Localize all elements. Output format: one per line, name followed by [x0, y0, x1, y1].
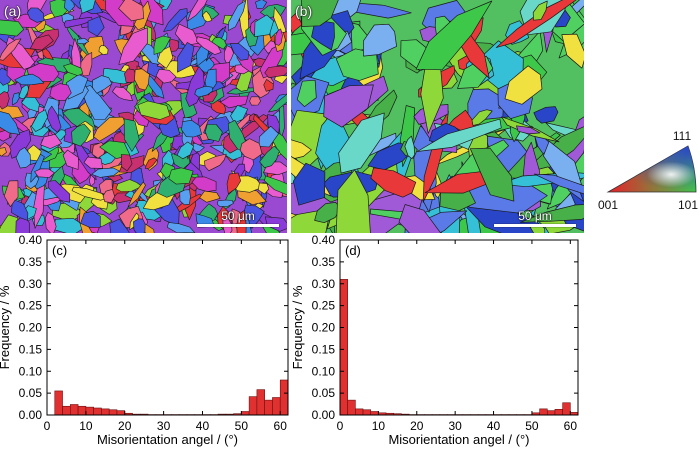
panel-label-c: (c): [52, 243, 67, 258]
ytick-label-d-5: 0.25: [312, 299, 336, 313]
panel-label-a: (a): [4, 3, 22, 19]
bar-c-8: [116, 410, 126, 416]
ebsd-map-b: (b) 50 μm: [291, 0, 584, 233]
chart-c: 0.00 0.05 0.10 0.15 0.20 0.25 0.30 0.35 0.40 0 10 2…: [0, 233, 289, 447]
scale-bar-b-line: [494, 224, 576, 227]
bar-c-7: [108, 409, 118, 416]
x-axis-label-c: Misorientation angel / (°): [97, 432, 238, 447]
bar-c-29: [279, 379, 289, 416]
ytick-label-d-7: 0.35: [312, 255, 336, 269]
ytick-label-d-4: 0.20: [312, 321, 336, 335]
xtick-label-c-4: 40: [196, 419, 210, 433]
bar-c-2: [70, 404, 79, 416]
bar-c-0: [54, 390, 63, 416]
plot-frame-c: [46, 239, 289, 416]
xtick-label-c-1: 10: [79, 419, 93, 433]
bar-c-4: [85, 406, 94, 416]
ytick-label-c-6: 0.30: [19, 277, 43, 291]
ytick-label-d-1: 0.05: [312, 386, 336, 400]
bar-c-26: [256, 389, 265, 416]
bar-d-29: [562, 402, 571, 416]
scale-bar-a-label: 50 μm: [221, 209, 255, 223]
ytick-label-d-3: 0.15: [312, 342, 336, 356]
bar-c-6: [101, 408, 110, 416]
xtick-label-c-6: 60: [274, 419, 288, 433]
ipf-label-101: 101: [678, 198, 698, 212]
xtick-label-d-5: 50: [525, 419, 539, 433]
bar-c-28: [272, 397, 281, 416]
bar-d-4: [370, 411, 379, 416]
ytick-label-c-4: 0.20: [19, 321, 43, 335]
ytick-label-c-1: 0.05: [19, 386, 43, 400]
ytick-label-c-0: 0.00: [19, 408, 43, 422]
y-axis-label-c: Frequency / %: [0, 285, 12, 369]
bar-d-1: [347, 399, 356, 416]
ipf-label-001: 001: [598, 198, 618, 212]
xtick-label-d-4: 40: [487, 419, 501, 433]
bar-d-0: [339, 279, 348, 416]
x-axis-label-d: Misorientation angel / (°): [388, 432, 529, 447]
ytick-label-d-2: 0.10: [312, 364, 336, 378]
ebsd-map-a-image: [0, 0, 287, 233]
xtick-label-d-1: 10: [372, 419, 386, 433]
ipf-color-key: 111 001 101: [596, 113, 700, 213]
scale-bar-b-label: 50 μm: [518, 209, 552, 223]
ytick-label-c-8: 0.40: [19, 233, 43, 247]
bar-d-27: [546, 410, 556, 416]
ytick-label-c-2: 0.10: [19, 364, 43, 378]
bar-d-2: [355, 408, 364, 416]
panel-label-d: (d): [345, 243, 361, 258]
xtick-label-c-5: 50: [235, 419, 249, 433]
bar-c-24: [241, 411, 250, 416]
ytick-label-c-7: 0.35: [19, 255, 43, 269]
y-axis-label-d: Frequency / %: [290, 285, 305, 369]
ytick-label-d-0: 0.00: [312, 408, 336, 422]
scale-bar-a-line: [197, 224, 279, 227]
ytick-label-c-3: 0.15: [19, 342, 43, 356]
xtick-label-d-6: 60: [564, 419, 578, 433]
bar-d-28: [554, 409, 563, 416]
scale-bar-a: 50 μm: [197, 209, 279, 227]
bar-d-3: [362, 409, 372, 416]
xtick-label-d-3: 30: [448, 419, 462, 433]
chart-d: 0.00 0.05 0.10 0.15 0.20 0.25 0.30 0.35 0.40 0 10 2…: [290, 233, 579, 447]
ytick-label-c-5: 0.25: [19, 299, 43, 313]
ytick-label-d-8: 0.40: [312, 233, 336, 247]
bar-c-1: [62, 405, 71, 416]
bar-c-5: [93, 407, 102, 416]
xtick-label-d-2: 20: [410, 419, 424, 433]
plot-frame-d: [339, 239, 579, 416]
xtick-label-d-0: 0: [337, 419, 344, 433]
bar-c-27: [264, 399, 273, 416]
ebsd-map-a: (a) 50 μm: [0, 0, 287, 233]
ebsd-map-b-image: [291, 0, 584, 233]
scale-bar-b: 50 μm: [494, 209, 576, 227]
bar-c-25: [248, 396, 258, 416]
ipf-triangle: 111 001 101: [598, 129, 698, 212]
xtick-label-c-0: 0: [44, 419, 51, 433]
ytick-label-d-6: 0.30: [312, 277, 336, 291]
panel-label-b: (b): [295, 3, 313, 19]
xtick-label-c-2: 20: [118, 419, 132, 433]
bar-c-3: [77, 405, 87, 416]
bar-d-26: [539, 408, 548, 416]
ipf-label-111: 111: [673, 129, 692, 143]
xtick-label-c-3: 30: [157, 419, 171, 433]
